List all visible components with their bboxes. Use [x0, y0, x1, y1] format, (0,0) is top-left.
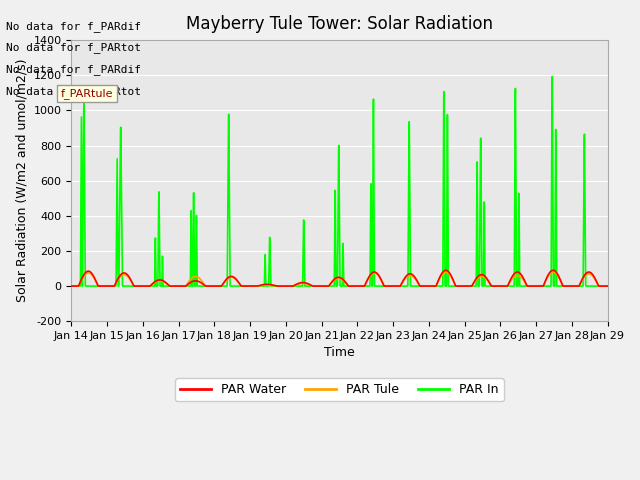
Y-axis label: Solar Radiation (W/m2 and umol/m2/s): Solar Radiation (W/m2 and umol/m2/s): [15, 59, 28, 302]
Text: No data for f_PARdif: No data for f_PARdif: [6, 21, 141, 32]
Text: No data for f_PARtot: No data for f_PARtot: [6, 42, 141, 53]
Text: No data for f_PARdif: No data for f_PARdif: [6, 64, 141, 75]
Legend: PAR Water, PAR Tule, PAR In: PAR Water, PAR Tule, PAR In: [175, 378, 504, 401]
Text: No data for f_PARtot: No data for f_PARtot: [6, 85, 141, 96]
Text: f_PARtule: f_PARtule: [61, 88, 113, 99]
Title: Mayberry Tule Tower: Solar Radiation: Mayberry Tule Tower: Solar Radiation: [186, 15, 493, 33]
X-axis label: Time: Time: [324, 347, 355, 360]
